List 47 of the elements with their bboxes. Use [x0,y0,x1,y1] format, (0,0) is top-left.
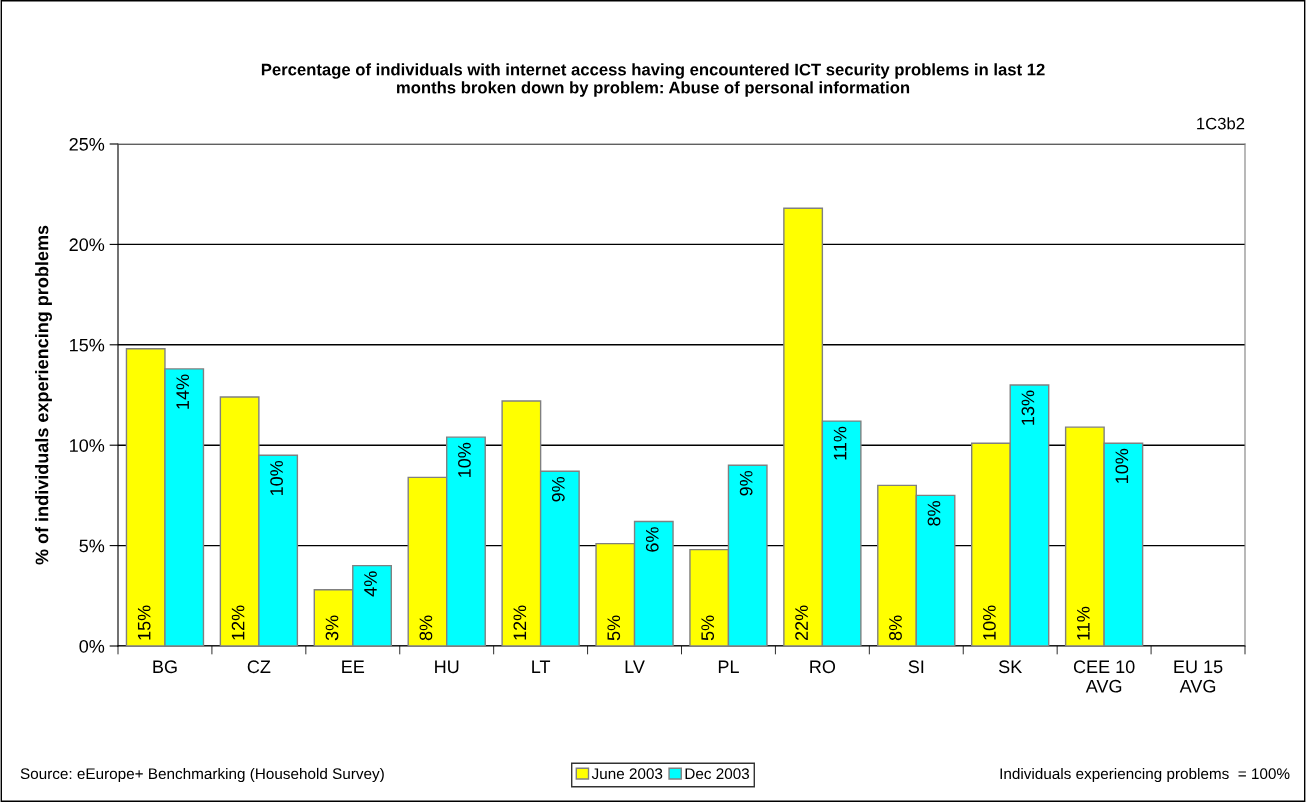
x-tick-label: PL [718,660,739,673]
data-label: 10% [983,605,996,640]
data-label: 10% [270,460,283,496]
data-label: 8% [419,615,433,641]
data-label: 3% [325,615,339,641]
data-label: 8% [927,501,941,526]
x-tick-label: HU [435,660,459,674]
x-tick-label: SK [998,660,1023,674]
data-label: 22% [795,605,808,641]
y-tick-label: 15% [70,338,105,352]
x-tick-label: EU 15 AVG [1174,660,1223,693]
x-tick-label: LV [625,660,645,673]
data-label: 12% [231,605,245,640]
y-tick-label: 10% [70,439,105,452]
y-tick-label: 0% [79,639,105,653]
data-label: 5% [701,615,715,641]
data-label: 11% [1077,606,1090,640]
data-label: 10% [1115,448,1129,483]
y-axis-title: % of individuals experiencing problems [35,225,52,565]
text: Individuals experiencing problems = 100% [1000,767,1290,783]
x-tick-label: SI [908,660,924,674]
x-tick-label: EE [342,660,365,673]
x-tick-label: CZ [247,660,271,674]
data-label: 15% [137,605,151,640]
y-tick-label: 25% [69,137,105,151]
data-label: 9% [551,476,565,502]
data-label: 5% [607,615,621,641]
x-tick-label: BG [153,660,177,674]
source-note: Source: eEurope+ Benchmarking (Household Survey) [20,767,384,783]
data-label: 13% [1021,390,1035,425]
x-tick-label: RO [810,660,836,674]
x-tick-label: CEE 10 AVG [1073,660,1135,693]
y-tick-label: 20% [69,238,105,252]
data-label: 8% [889,615,902,641]
data-label: 6% [645,527,659,552]
data-label: 11% [833,426,847,460]
data-label: 10% [458,442,471,477]
x-tick-label: LT [532,660,551,673]
data-label: 4% [364,571,377,597]
chart-title: Percentage of individuals with internet access having encountered ICT security problems in last 12 months broken down by problem: Abuse of personal information [261,63,1045,97]
legend-label: June 2003 [591,768,663,780]
data-label: 14% [176,374,189,409]
data-label: 9% [739,470,753,496]
y-tick-label: 5% [79,539,105,553]
legend-label: Dec 2003 [685,768,750,780]
text: 1C3b2 [1197,117,1245,130]
data-label: 12% [513,605,527,640]
